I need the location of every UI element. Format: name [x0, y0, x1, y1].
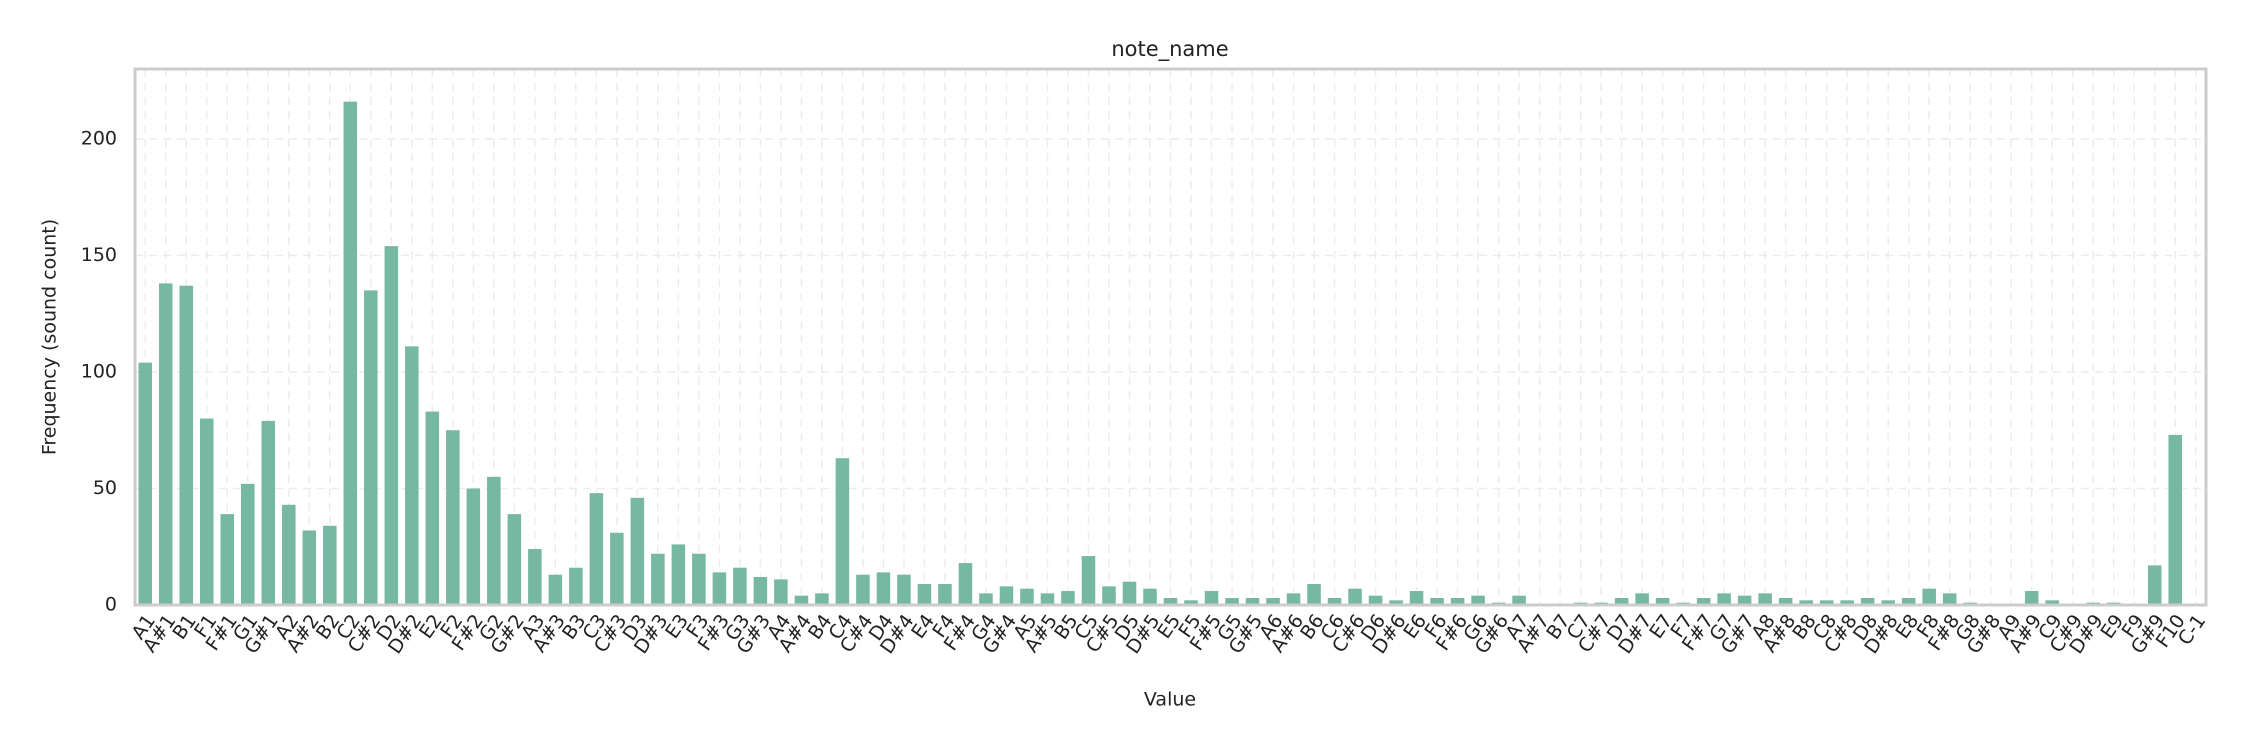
bar	[1081, 556, 1096, 605]
bar	[1020, 588, 1034, 605]
bar	[876, 572, 891, 605]
bar	[179, 285, 194, 605]
y-axis-label: Frequency (sound count)	[39, 219, 61, 455]
bar	[815, 593, 829, 605]
bar	[1348, 588, 1362, 605]
bar	[1840, 600, 1854, 605]
bar	[1225, 598, 1239, 605]
y-tick-label: 150	[81, 244, 117, 266]
bar	[1717, 593, 1731, 605]
bar	[1040, 593, 1055, 605]
bar	[1266, 598, 1280, 605]
bar	[1635, 593, 1649, 605]
bar	[692, 553, 706, 605]
bar	[466, 488, 481, 605]
bar	[1758, 593, 1772, 605]
bar	[1655, 598, 1670, 605]
bar	[979, 593, 993, 605]
bar	[569, 567, 583, 605]
bar	[2045, 600, 2059, 605]
bar	[856, 574, 870, 605]
bar	[405, 346, 419, 605]
bar	[282, 504, 296, 605]
bar	[384, 246, 399, 605]
bar	[1614, 598, 1629, 605]
bar	[1901, 598, 1916, 605]
y-tick-label: 50	[93, 477, 117, 499]
bar	[425, 411, 440, 605]
bar	[999, 586, 1014, 605]
bar	[1799, 600, 1813, 605]
bar	[1737, 595, 1752, 605]
bar	[630, 497, 645, 605]
bar	[1819, 600, 1834, 605]
bar	[589, 493, 604, 605]
bar	[1430, 598, 1444, 605]
bar	[1471, 595, 1485, 605]
bar	[507, 514, 522, 605]
bar	[446, 430, 460, 605]
bar	[302, 530, 317, 605]
bar	[2168, 434, 2183, 605]
bar	[2024, 591, 2039, 605]
bar	[1778, 598, 1793, 605]
bar	[712, 572, 727, 605]
bar	[1327, 598, 1342, 605]
bar	[1245, 598, 1260, 605]
bar	[158, 283, 173, 605]
bar	[651, 553, 665, 605]
bar	[1942, 593, 1957, 605]
bar	[261, 420, 276, 605]
bar	[241, 483, 255, 605]
bar	[610, 532, 624, 605]
bar	[1368, 595, 1383, 605]
bar	[958, 563, 973, 605]
bar	[548, 574, 563, 605]
chart-title: note_name	[1111, 37, 1228, 62]
x-axis-label: Value	[1144, 689, 1196, 711]
bar	[1204, 591, 1219, 605]
bar	[774, 579, 788, 605]
bar	[1143, 588, 1157, 605]
bar	[1696, 598, 1711, 605]
bar	[220, 514, 235, 605]
bar	[1163, 598, 1178, 605]
bar	[1061, 591, 1075, 605]
y-tick-label: 100	[81, 360, 117, 382]
bar	[938, 584, 952, 605]
bar	[1922, 588, 1936, 605]
bar	[528, 549, 542, 605]
bar	[1860, 598, 1875, 605]
bar	[1184, 600, 1198, 605]
bar	[733, 567, 747, 605]
bar	[835, 458, 850, 605]
bar	[200, 418, 214, 605]
bar	[1512, 595, 1526, 605]
bar	[1286, 593, 1301, 605]
bar	[753, 577, 768, 605]
bar	[1307, 584, 1321, 605]
bar	[2147, 565, 2162, 605]
plot-frame	[133, 67, 2208, 607]
y-tick-label: 0	[105, 594, 117, 616]
bar	[487, 476, 501, 605]
bar	[343, 101, 358, 605]
bar	[1881, 600, 1895, 605]
bar	[1409, 591, 1424, 605]
bar	[138, 362, 153, 605]
bar	[364, 290, 378, 605]
bar	[917, 584, 932, 605]
y-tick-label: 200	[81, 127, 117, 149]
bar	[671, 544, 686, 605]
bar	[794, 595, 809, 605]
bar	[323, 525, 337, 605]
bar	[1122, 581, 1137, 605]
bar	[1450, 598, 1465, 605]
bar	[1389, 600, 1403, 605]
bar	[897, 574, 911, 605]
bar	[1102, 586, 1116, 605]
